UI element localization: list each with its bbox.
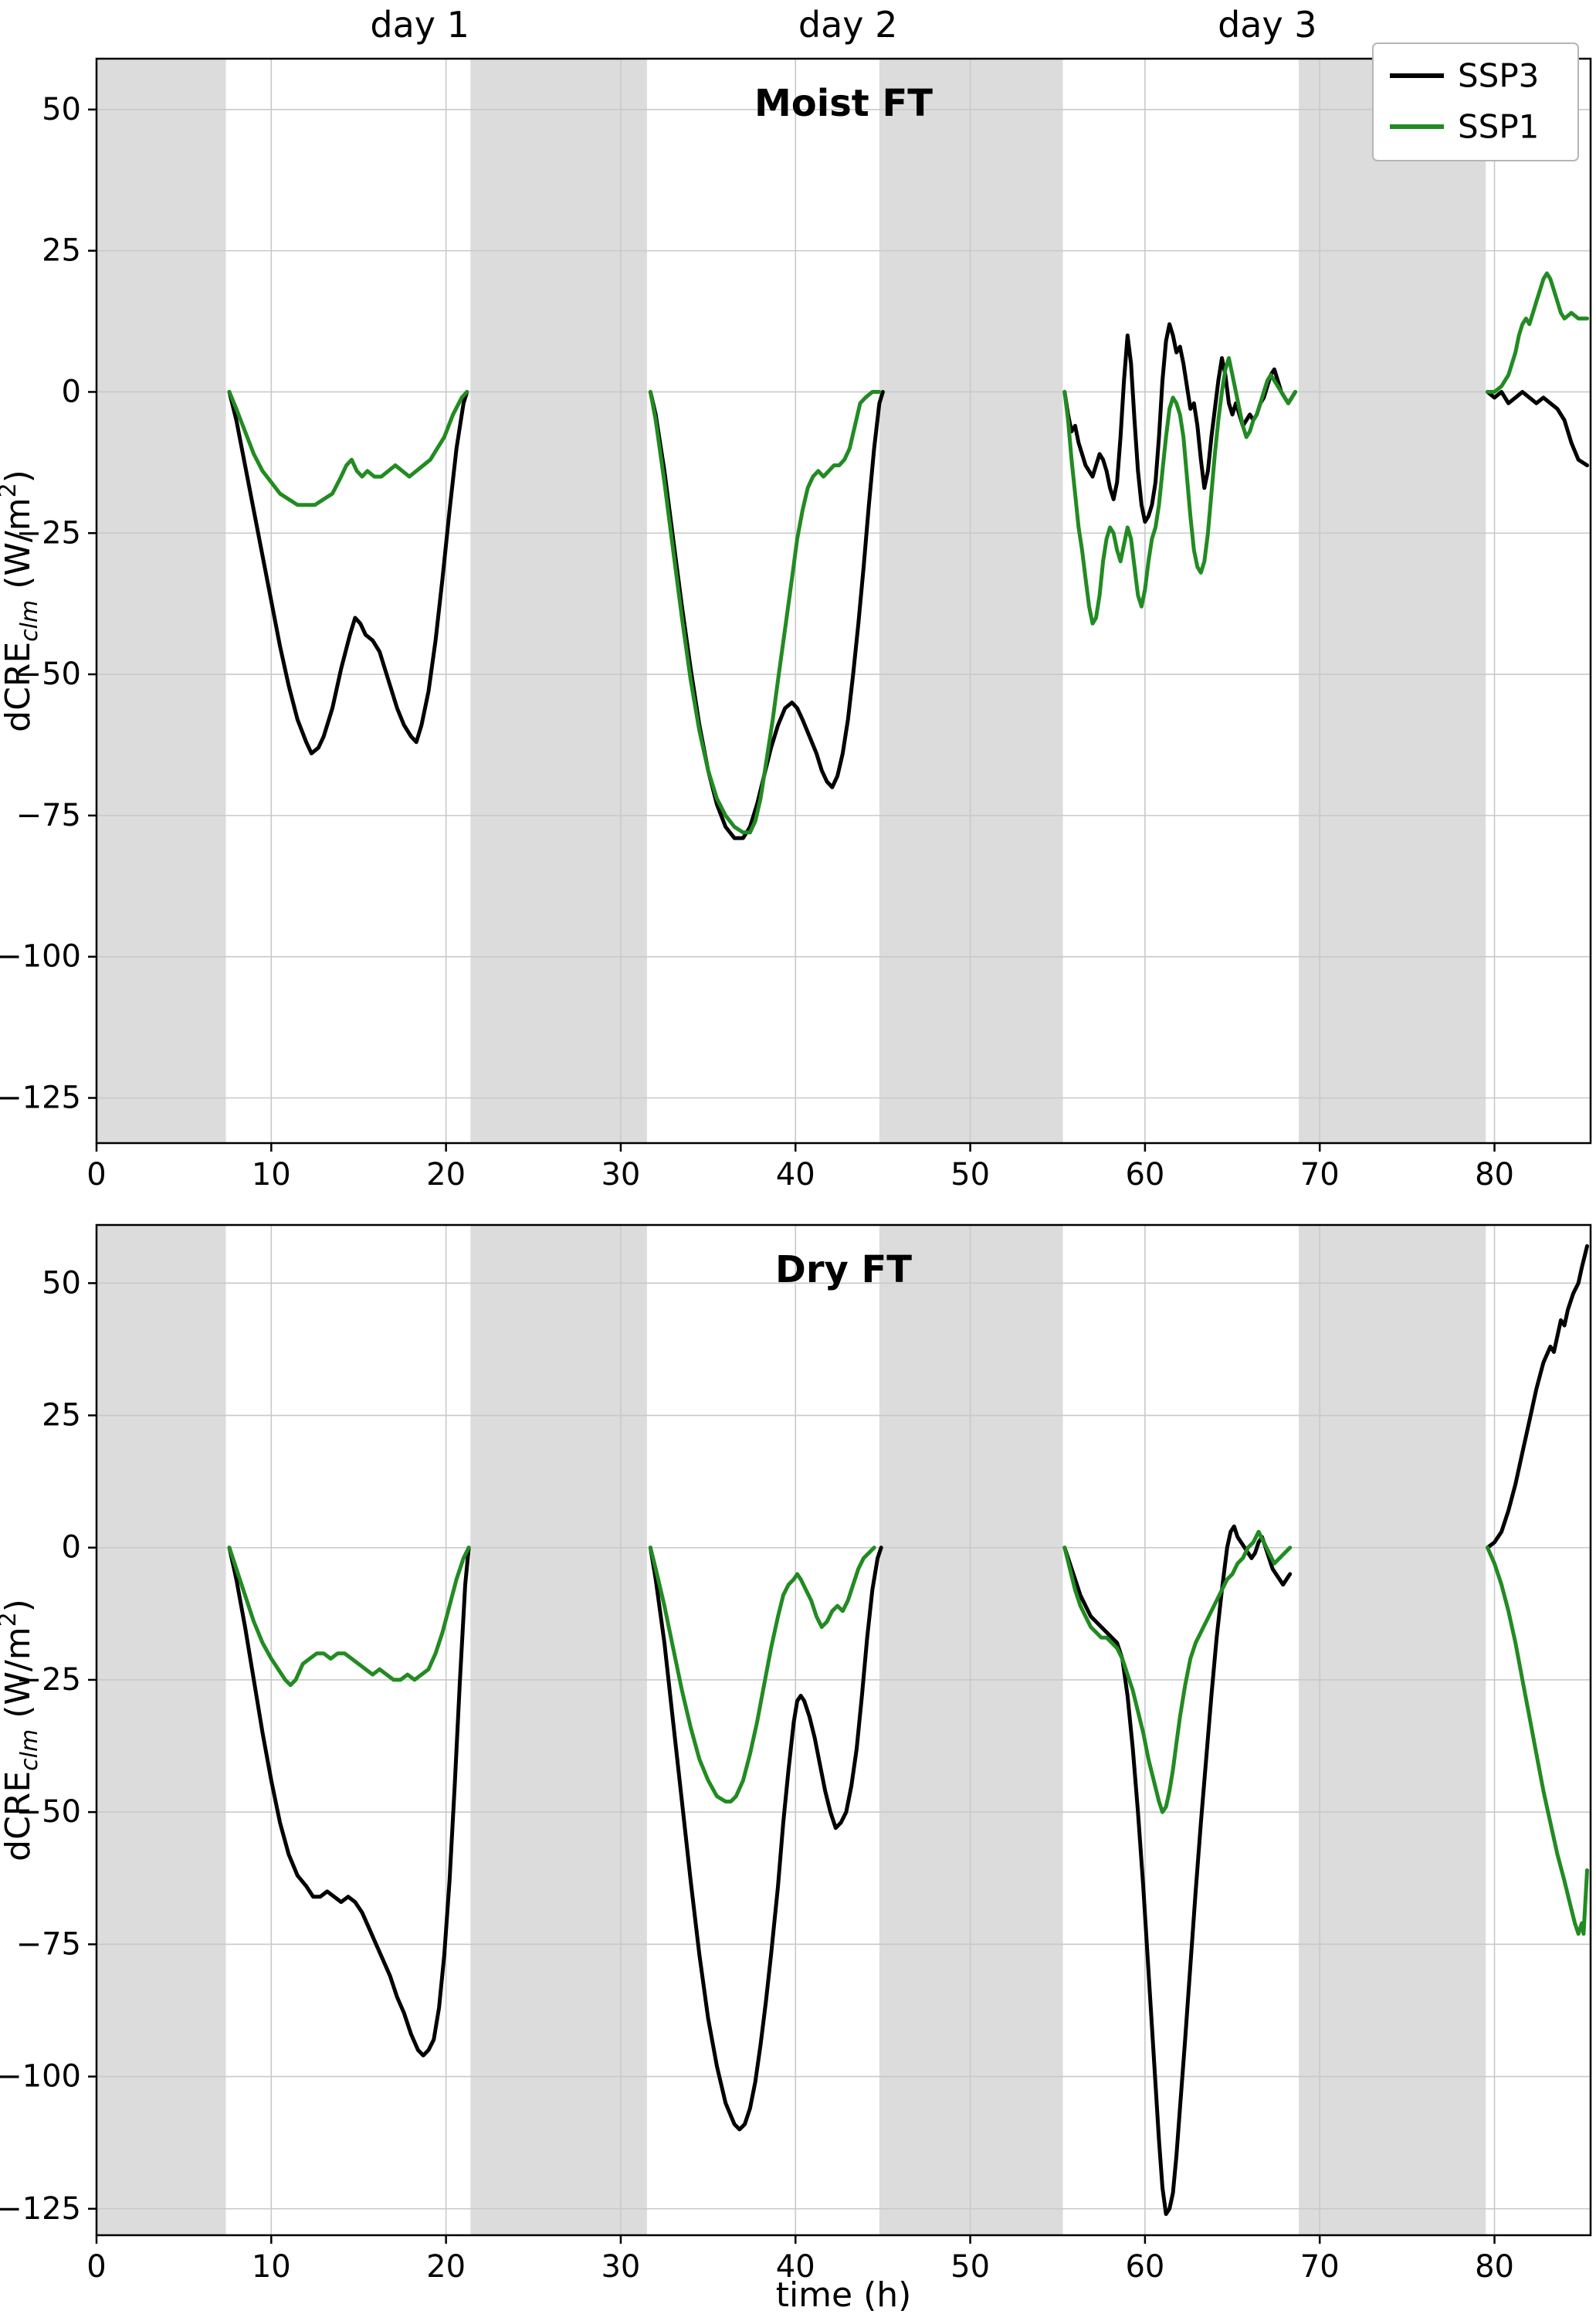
- x-tick-label: 70: [1300, 2249, 1340, 2285]
- y-tick-label: −100: [0, 939, 81, 975]
- gridlines: [97, 59, 1591, 1143]
- night-band: [1299, 1225, 1486, 2235]
- x-tick-label: 20: [426, 1157, 466, 1193]
- x-tick-label: 40: [776, 2249, 815, 2285]
- legend: SSP3 SSP1: [1372, 42, 1579, 161]
- night-band: [97, 59, 226, 1143]
- day-label: day 2: [798, 4, 898, 46]
- y-tick-label: −50: [16, 657, 81, 692]
- legend-label-SSP1: SSP1: [1458, 108, 1539, 146]
- night-band: [1299, 59, 1486, 1143]
- y-tick-label: −25: [16, 1662, 81, 1698]
- y-tick-label: −50: [16, 1794, 81, 1830]
- night-band: [879, 59, 1063, 1143]
- x-tick-label: 60: [1125, 1157, 1164, 1193]
- panel-title: Moist FT: [754, 82, 933, 125]
- y-tick-label: 0: [62, 1530, 81, 1566]
- night-shading: [97, 1225, 1486, 2235]
- panel-dry-ft: 0 10 20 30 40 50 60 70 80 50 25 0 −25 −50 −75 −100 −125 D…: [0, 1223, 1592, 2314]
- y-axis-ticks: 50 25 0 −25 −50 −75 −100 −125: [0, 92, 97, 1116]
- x-tick-label: 0: [86, 1157, 106, 1193]
- day-label: day 1: [370, 4, 469, 46]
- x-tick-label: 80: [1475, 1157, 1514, 1193]
- y-tick-label: −75: [16, 1926, 81, 1962]
- x-axis-label: time (h): [776, 2275, 912, 2314]
- y-tick-label: 50: [42, 92, 81, 127]
- x-tick-label: 10: [252, 2249, 291, 2285]
- x-tick-label: 40: [776, 1157, 815, 1193]
- x-tick-label: 30: [601, 1157, 640, 1193]
- x-tick-label: 50: [950, 1157, 990, 1193]
- y-tick-label: 50: [42, 1265, 81, 1301]
- x-tick-label: 20: [426, 2249, 466, 2285]
- series-SSP1-line: [227, 1529, 1589, 1936]
- x-axis-ticks: 0 10 20 30 40 50 60 70 80: [86, 1143, 1514, 1193]
- y-axis-label: dCREclm (W/m2): [0, 1599, 43, 1861]
- night-band: [470, 59, 647, 1143]
- x-tick-label: 0: [86, 2249, 106, 2285]
- y-tick-label: −25: [16, 515, 81, 551]
- day-label: day 3: [1218, 4, 1317, 46]
- gridlines: [97, 1225, 1591, 2235]
- x-tick-label: 80: [1475, 2249, 1514, 2285]
- night-band: [470, 1225, 647, 2235]
- y-tick-label: −125: [0, 2191, 81, 2227]
- x-tick-label: 10: [252, 1157, 291, 1193]
- y-tick-label: −75: [16, 798, 81, 833]
- x-tick-label: 60: [1125, 2249, 1164, 2285]
- series-SSP1-line: [227, 271, 1589, 835]
- y-tick-label: −100: [0, 2059, 81, 2095]
- x-axis-ticks: 0 10 20 30 40 50 60 70 80: [86, 2235, 1514, 2285]
- y-tick-label: −125: [0, 1081, 81, 1116]
- legend-label-SSP3: SSP3: [1458, 57, 1539, 95]
- x-tick-label: 50: [950, 2249, 990, 2285]
- night-shading: [97, 59, 1486, 1143]
- series-SSP3-line: [227, 1244, 1589, 2217]
- y-axis-label: dCREclm (W/m2): [0, 470, 43, 732]
- y-axis-ticks: 50 25 0 −25 −50 −75 −100 −125: [0, 1265, 97, 2227]
- y-tick-label: 0: [62, 374, 81, 409]
- plot-border: [95, 57, 1592, 1145]
- y-tick-label: 25: [42, 233, 81, 269]
- panel-title: Dry FT: [775, 1248, 912, 1291]
- x-tick-label: 30: [601, 2249, 640, 2285]
- night-band: [879, 1225, 1063, 2235]
- panel-moist-ft: 0 10 20 30 40 50 60 70 80 50 25 0 −25 −50 −75 −100 −125 M…: [0, 42, 1592, 1193]
- night-band: [97, 1225, 226, 2235]
- plot-border: [95, 1223, 1592, 2237]
- day-labels: day 1 day 2 day 3: [370, 4, 1316, 46]
- legend-box: [1372, 42, 1579, 161]
- x-tick-label: 70: [1300, 1157, 1340, 1193]
- y-tick-label: 25: [42, 1398, 81, 1434]
